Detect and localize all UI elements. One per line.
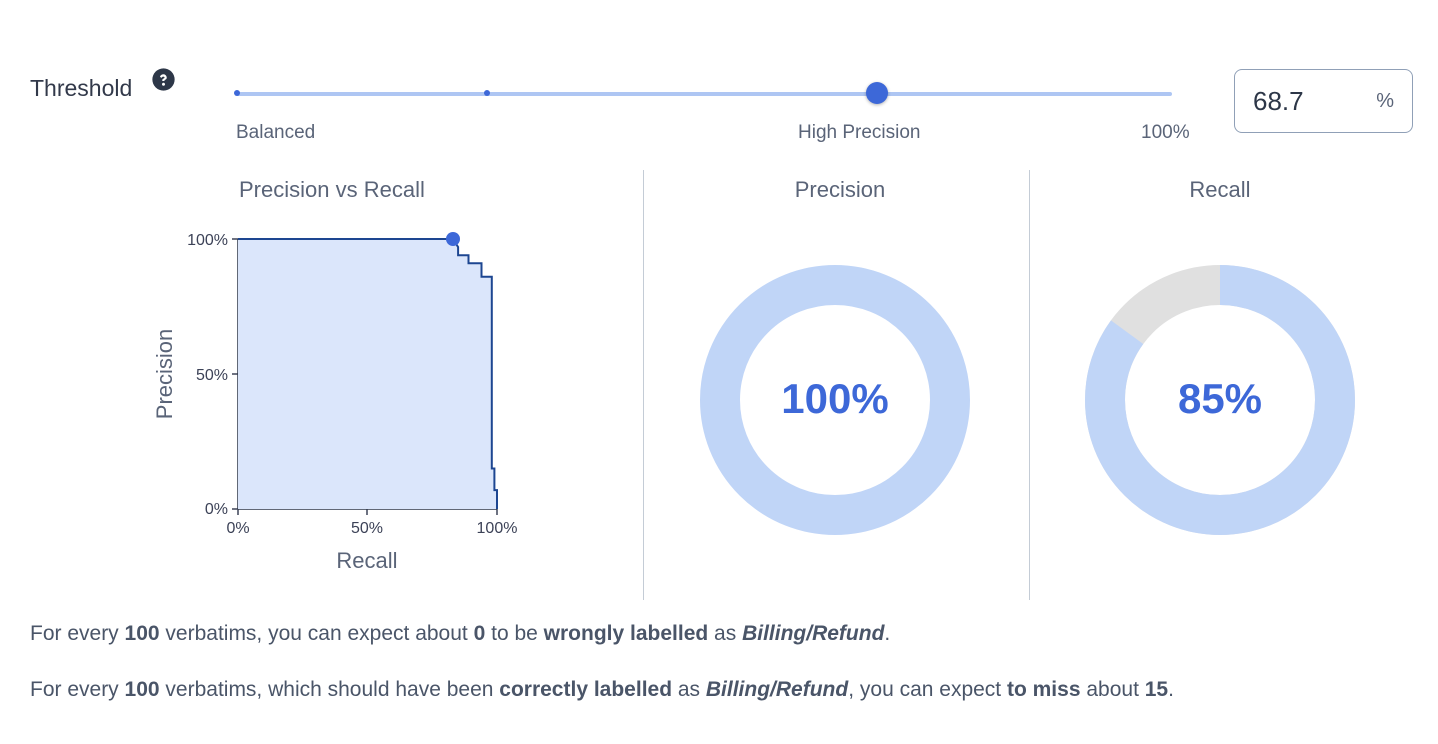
svg-text:100%: 100% xyxy=(781,375,888,422)
svg-text:50%: 50% xyxy=(351,520,383,537)
svg-text:100%: 100% xyxy=(477,520,518,537)
svg-text:Precision: Precision xyxy=(152,329,177,419)
svg-text:0%: 0% xyxy=(226,520,249,537)
svg-text:Recall: Recall xyxy=(336,548,397,573)
svg-text:50%: 50% xyxy=(196,367,228,384)
svg-text:85%: 85% xyxy=(1178,375,1262,422)
svg-text:100%: 100% xyxy=(187,232,228,249)
svg-text:0%: 0% xyxy=(205,501,228,518)
